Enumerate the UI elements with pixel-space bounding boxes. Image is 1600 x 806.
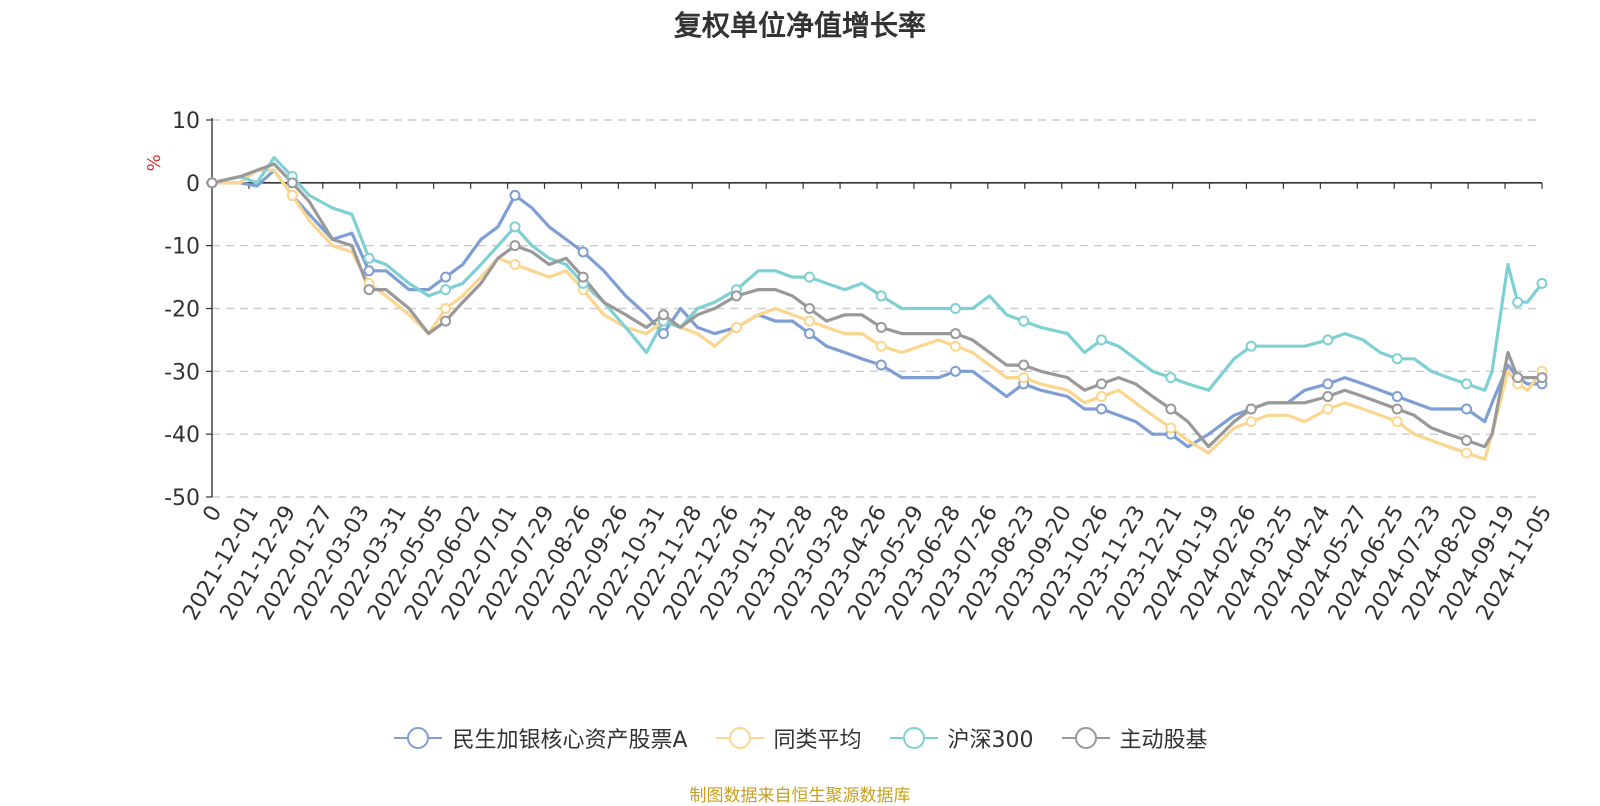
data-point [440,315,452,327]
data-point [1096,334,1108,346]
data-point [509,240,521,252]
data-point [1461,434,1473,446]
data-point [1245,340,1257,352]
series-lines [210,156,1544,461]
data-point [875,321,887,333]
legend-label: 民生加银核心资产股票A [452,728,688,753]
data-point [803,303,815,314]
legend: 民生加银核心资产股票A 同类平均 沪深300 主动股基 [0,722,1600,754]
y-tick-label: -40 [164,423,200,448]
x-tick-label: 0 [199,502,228,527]
data-point [803,328,815,340]
data-point [1096,403,1108,415]
data-point [286,177,298,189]
data-point [949,340,961,352]
data-point [949,303,961,314]
y-tick-label: -10 [164,235,200,260]
data-point [1018,315,1030,327]
data-point [1322,378,1334,390]
data-point [286,189,298,201]
legend-swatch-marker [728,727,751,749]
data-point [577,246,589,258]
y-tick-label: 10 [172,109,200,134]
data-point [363,265,375,277]
y-tick-label: 0 [186,172,200,197]
data-point [1165,422,1177,434]
legend-item-1[interactable]: 同类平均 [714,722,862,754]
data-point [657,328,669,340]
data-point [1391,390,1403,402]
data-point [363,284,375,296]
data-point [363,252,375,264]
data-point [206,177,218,189]
series-line-2 [210,156,1544,392]
y-tick-label: -20 [164,298,200,323]
data-point [440,271,452,283]
data-point [1512,372,1524,384]
data-point [1536,277,1548,289]
legend-swatch-marker [407,727,430,749]
data-point [875,290,887,302]
series-markers [206,171,1548,459]
legend-label: 沪深300 [947,728,1034,753]
legend-swatch-icon [889,727,938,749]
data-point [440,303,452,314]
legend-label: 同类平均 [773,728,862,753]
data-point [657,309,669,321]
data-point [949,328,961,340]
y-tick-label: -50 [164,486,200,511]
data-point [1391,353,1403,365]
data-point [1536,372,1548,384]
data-point [1512,296,1524,308]
data-point [1461,447,1473,459]
data-point [1018,372,1030,384]
data-point [803,315,815,327]
series-line-0 [210,168,1544,449]
y-tick-label: -30 [164,360,200,385]
data-point [1245,416,1257,428]
legend-swatch-icon [715,727,764,749]
data-point [1322,403,1334,415]
data-point [1165,403,1177,415]
legend-item-3[interactable]: 主动股基 [1060,722,1208,754]
data-point [1096,390,1108,402]
data-point [1322,334,1334,346]
legend-swatch-icon [394,727,443,749]
legend-item-2[interactable]: 沪深300 [888,722,1034,754]
data-point [509,221,521,233]
gridlines [212,119,1542,498]
chart-title: 复权单位净值增长率 [673,9,926,42]
data-point [875,359,887,371]
data-point [1165,372,1177,384]
legend-item-0[interactable]: 民生加银核心资产股票A [392,722,688,754]
data-point [1096,378,1108,390]
legend-label: 主动股基 [1119,728,1208,753]
data-point [730,290,742,302]
data-point [1322,390,1334,402]
data-point [1461,378,1473,390]
data-point [1245,403,1257,415]
y-axis-label: % [144,154,165,171]
data-point [1391,416,1403,428]
legend-swatch-marker [1074,727,1097,749]
data-point [949,365,961,377]
data-point [1391,403,1403,415]
data-point [577,271,589,283]
series-line-3 [210,162,1544,449]
data-point [1018,359,1030,371]
legend-swatch-marker [902,727,925,749]
data-point [509,189,521,201]
data-point [509,259,521,271]
source-note: 制图数据来自恒生聚源数据库 [689,786,911,806]
data-point [875,340,887,352]
data-point [1461,403,1473,415]
data-point [440,284,452,296]
legend-swatch-icon [1061,727,1110,749]
axes [206,118,1543,498]
series-line-1 [210,168,1544,461]
data-point [730,321,742,333]
data-point [803,271,815,283]
tick-labels: 100-10-20-30-40-50%02021-12-012021-12-29… [144,109,1557,625]
